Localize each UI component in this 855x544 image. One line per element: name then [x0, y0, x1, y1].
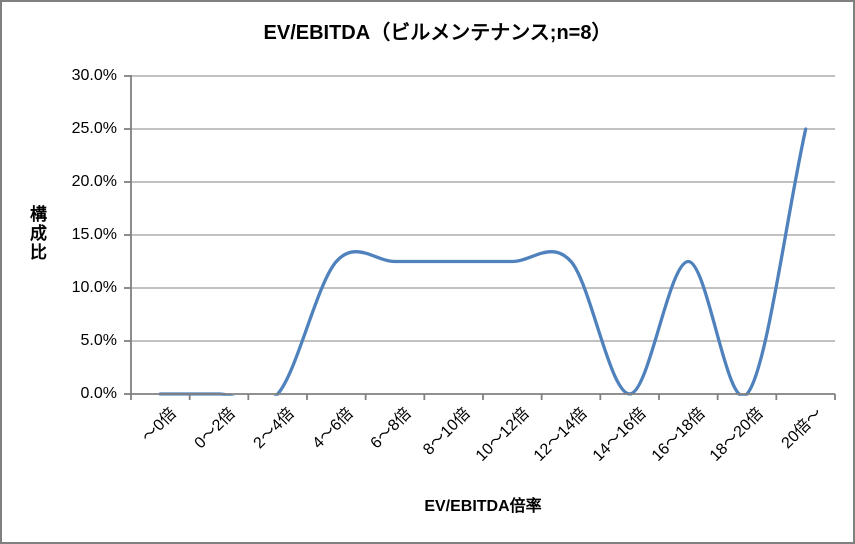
y-tick-label: 0.0%	[80, 385, 117, 402]
y-tick-label: 5.0%	[80, 332, 117, 349]
y-axis-title: 構成比	[30, 205, 47, 262]
y-axis-title-char: 構	[30, 204, 47, 224]
series-line	[158, 127, 808, 396]
y-tick-label: 30.0%	[71, 67, 117, 84]
y-axis-title-char: 比	[30, 242, 47, 262]
x-axis-title: EV/EBITDA倍率	[424, 498, 542, 515]
y-axis-title-char: 成	[30, 223, 47, 243]
y-tick-label: 25.0%	[71, 120, 117, 137]
y-tick-label: 15.0%	[71, 226, 117, 243]
y-tick-label: 10.0%	[71, 279, 117, 296]
chart-title: EV/EBITDA（ビルメンテナンス;n=8）	[263, 22, 612, 44]
y-tick-label: 20.0%	[71, 173, 117, 190]
